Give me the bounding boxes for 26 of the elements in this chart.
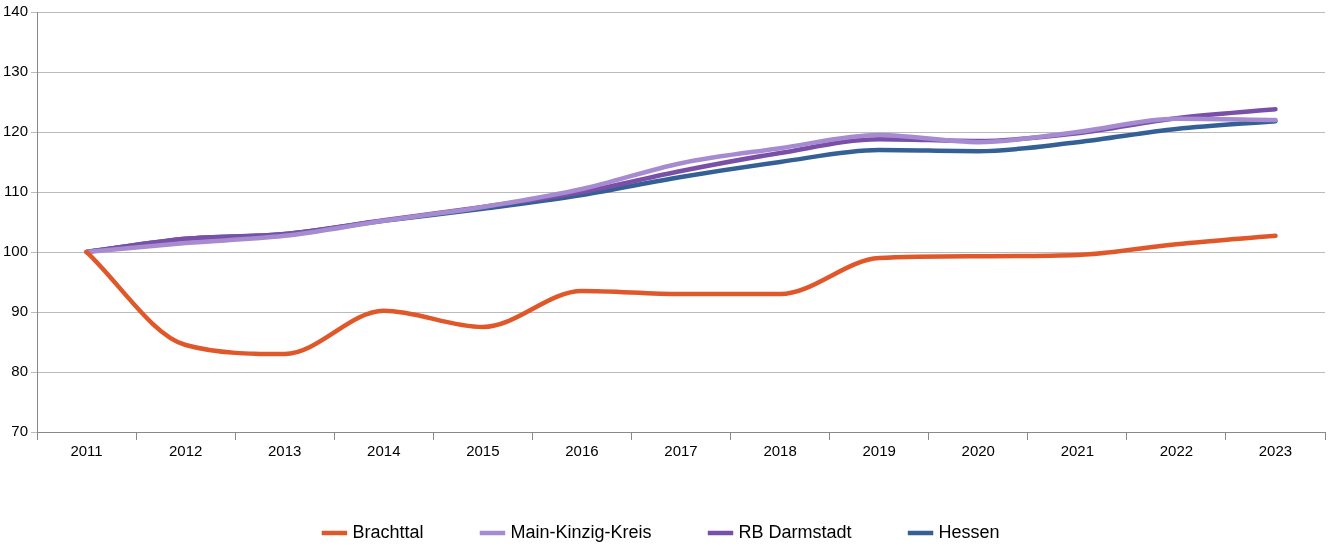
legend-label: Main-Kinzig-Kreis bbox=[510, 521, 652, 542]
y-tick-label: 90 bbox=[11, 302, 29, 320]
y-tick-label: 80 bbox=[11, 362, 29, 380]
x-tick-label: 2017 bbox=[664, 442, 698, 460]
y-tick-label: 120 bbox=[3, 122, 29, 140]
line-series bbox=[84, 233, 1278, 357]
y-tick-label: 100 bbox=[3, 242, 29, 260]
x-tick-label: 2021 bbox=[1060, 442, 1094, 460]
x-tick-label: 2012 bbox=[168, 442, 203, 460]
y-tick-label: 70 bbox=[11, 422, 29, 440]
x-tick-label: 2016 bbox=[565, 442, 599, 460]
x-tick-label: 2020 bbox=[961, 442, 995, 460]
legend-label: RB Darmstadt bbox=[738, 521, 852, 542]
x-tick-label: 2023 bbox=[1258, 442, 1293, 460]
x-tick-label: 2018 bbox=[763, 442, 797, 460]
y-tick-label: 130 bbox=[3, 62, 29, 80]
x-tick-label: 2014 bbox=[367, 442, 401, 460]
x-tick-label: 2022 bbox=[1159, 442, 1194, 460]
x-tick-label: 2011 bbox=[70, 442, 103, 460]
x-tick-label: 2019 bbox=[862, 442, 896, 460]
legend-label: Hessen bbox=[938, 521, 1000, 542]
legend-label: Brachttal bbox=[352, 521, 424, 542]
y-tick-label: 110 bbox=[4, 182, 29, 200]
x-tick-label: 2013 bbox=[268, 442, 302, 460]
x-tick-label: 2015 bbox=[466, 442, 500, 460]
y-tick-label: 140 bbox=[3, 2, 29, 20]
